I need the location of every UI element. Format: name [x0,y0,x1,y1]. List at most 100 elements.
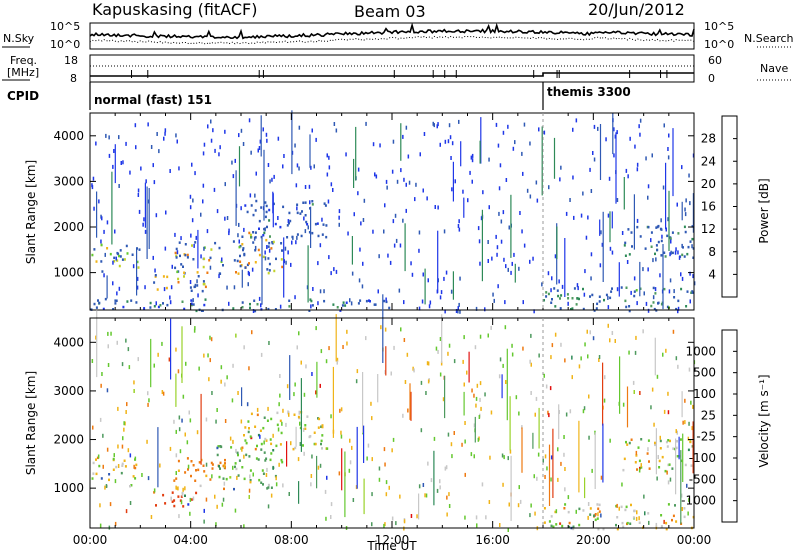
echo-cell [209,256,212,260]
echo-cell [418,248,420,253]
echo-cell [298,166,300,171]
echo-cell [668,463,671,466]
echo-cell [175,485,177,490]
echo-cell [112,281,114,286]
date-title: 20/Jun/2012 [588,0,685,19]
echo-cell [692,274,694,279]
echo-cell [678,255,681,260]
echo-streak [291,110,293,175]
echo-cell [267,257,270,260]
echo-cell [502,130,505,135]
echo-cell [659,439,662,443]
echo-cell [677,250,679,255]
echo-cell [218,465,220,468]
echo-cell [667,439,670,442]
echo-cell [439,479,441,484]
echo-cell [636,468,638,471]
echo-cell [475,396,478,401]
echo-cell [519,211,521,215]
echo-streak [584,477,586,499]
echo-cell [218,152,220,157]
echo-cell [319,463,322,468]
echo-streak [463,197,465,218]
echo-cell [248,427,250,430]
xtick-label: 00:00 [73,533,108,547]
echo-cell [479,334,482,339]
echo-cell [379,143,381,148]
echo-cell [112,260,114,265]
echo-cell [518,266,520,271]
echo-cell [435,346,438,351]
echo-cell [437,349,439,354]
echo-streak [668,190,670,251]
echo-cell [371,522,373,527]
echo-cell [186,440,189,445]
echo-cell [232,174,235,179]
echo-cell [687,245,690,249]
echo-cell [156,132,158,136]
echo-cell [476,523,478,528]
echo-cell [113,256,116,260]
echo-cell [208,377,210,382]
echo-cell [306,415,309,418]
echo-cell [309,200,311,205]
echo-cell [630,438,633,441]
echo-cell [116,259,119,262]
echo-cell [405,125,408,130]
echo-cell [671,518,673,522]
echo-cell [242,248,244,252]
echo-cell [330,502,333,507]
echo-cell [136,247,138,250]
echo-streak [144,182,146,228]
echo-streak [678,436,680,460]
echo-cell [677,364,679,369]
echo-cell [363,198,366,203]
echo-cell [252,241,255,244]
echo-cell [529,259,531,264]
echo-cell [392,437,395,442]
echo-cell [191,498,193,501]
echo-cell [446,495,448,500]
echo-cell [587,354,589,359]
echo-cell [372,142,375,147]
echo-cell [547,271,550,276]
echo-cell [554,254,557,259]
echo-cell [658,459,661,463]
echo-cell [180,500,183,505]
echo-cell [418,230,421,235]
echo-streak [295,426,297,447]
echo-cell [235,467,238,471]
echo-cell [202,464,205,467]
echo-cell [179,449,182,454]
echo-cell [604,375,606,380]
echo-cell [686,252,689,256]
echo-cell [264,250,266,255]
echo-cell [548,413,550,418]
echo-cell [275,482,278,487]
echo-cell [490,325,492,330]
echo-cell [680,272,682,277]
echo-cell [673,289,675,294]
echo-cell [269,438,272,441]
echo-cell [189,286,192,289]
echo-cell [591,293,594,297]
echo-streak [241,269,243,288]
echo-cell [276,411,279,415]
echo-cell [241,301,244,304]
echo-cell [390,371,392,376]
echo-streak [474,416,476,443]
echo-cell [620,505,623,509]
echo-cell [582,409,585,414]
echo-cell [661,234,663,239]
echo-cell [243,434,245,437]
echo-cell [648,467,651,470]
echo-cell [184,243,187,246]
echo-cell [207,353,209,358]
echo-cell [510,270,512,275]
echo-cell [567,297,570,300]
echo-cell [450,156,452,160]
echo-cell [231,398,234,403]
echo-cell [203,508,205,513]
echo-streak [170,318,172,380]
